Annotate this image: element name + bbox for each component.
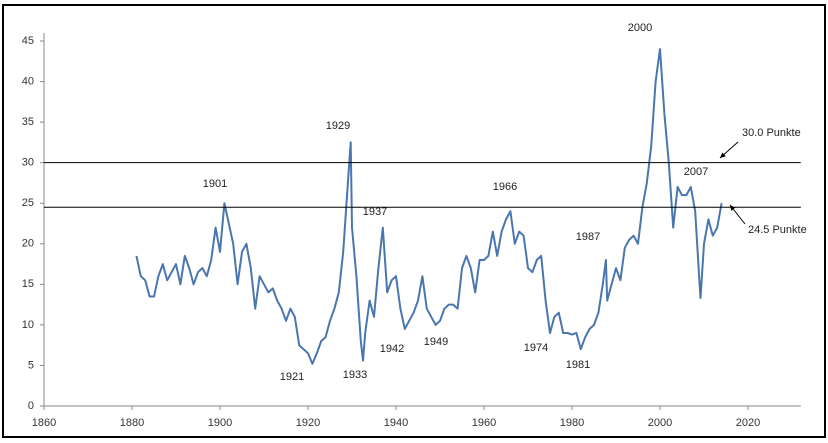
annotation: 2000 (628, 22, 652, 34)
annotation: 1987 (576, 231, 600, 243)
x-tick-label: 1900 (208, 417, 232, 429)
y-tick-label: 0 (28, 400, 34, 412)
data-line (135, 48, 723, 365)
x-tick-label: 2000 (648, 417, 672, 429)
reference-label: 30.0 Punkte (742, 127, 801, 139)
annotation: 1929 (326, 120, 350, 132)
frame (2, 4, 826, 438)
annotation: 1942 (380, 343, 404, 355)
y-tick-label: 40 (22, 75, 34, 87)
annotation: 2007 (684, 166, 708, 178)
annotation: 1949 (424, 336, 448, 348)
reference-label: 24.5 Punkte (748, 224, 807, 236)
annotation: 1901 (203, 178, 227, 190)
x-tick-label: 1860 (32, 417, 56, 429)
annotation: 1966 (493, 181, 517, 193)
x-tick-label: 1940 (384, 417, 408, 429)
x-tick-label: 2020 (736, 417, 760, 429)
annotation: 1974 (524, 342, 548, 354)
y-tick-label: 45 (22, 35, 34, 47)
y-tick-label: 15 (22, 278, 34, 290)
x-tick-label: 1920 (296, 417, 320, 429)
annotation: 1921 (280, 371, 304, 383)
y-tick-label: 5 (28, 359, 34, 371)
x-tick-label: 1980 (560, 417, 584, 429)
x-tick-label: 1960 (472, 417, 496, 429)
y-tick-label: 30 (22, 157, 34, 169)
annotation: 1933 (343, 369, 367, 381)
x-tick-label: 1880 (120, 417, 144, 429)
arrow-head (730, 205, 736, 211)
y-tick-label: 35 (22, 116, 34, 128)
y-tick-label: 10 (22, 319, 34, 331)
arrow-head (720, 152, 726, 158)
annotation: 1981 (566, 359, 590, 371)
annotation: 1937 (363, 206, 387, 218)
y-tick-label: 20 (22, 238, 34, 250)
y-tick-label: 25 (22, 197, 34, 209)
